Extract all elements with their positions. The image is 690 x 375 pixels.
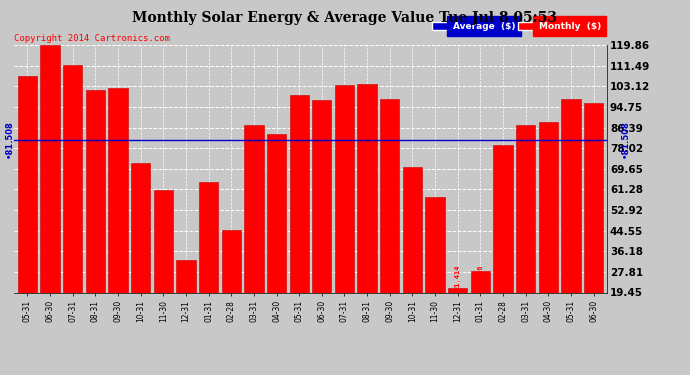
- Text: 107.212: 107.212: [24, 260, 30, 290]
- Text: 96.215: 96.215: [591, 264, 597, 290]
- Bar: [86, 90, 105, 340]
- Text: 58.103: 58.103: [432, 264, 438, 290]
- Text: 88.658: 88.658: [545, 264, 551, 290]
- Text: 104.224: 104.224: [364, 260, 370, 290]
- Text: •81.508: •81.508: [621, 121, 630, 158]
- Text: 97.716: 97.716: [319, 264, 325, 290]
- Bar: [108, 88, 128, 340]
- Bar: [199, 182, 218, 340]
- Bar: [403, 167, 422, 340]
- Bar: [221, 230, 241, 340]
- Text: Copyright 2014 Cartronics.com: Copyright 2014 Cartronics.com: [14, 33, 170, 42]
- Text: Monthly Solar Energy & Average Value Tue Jul 8 05:53: Monthly Solar Energy & Average Value Tue…: [132, 11, 558, 25]
- Text: 102.560: 102.560: [115, 260, 121, 290]
- Bar: [154, 190, 173, 340]
- Legend: Average  ($), Monthly  ($): Average ($), Monthly ($): [430, 20, 602, 33]
- Text: 97.964: 97.964: [568, 264, 574, 290]
- Bar: [267, 134, 286, 340]
- Text: 87.605: 87.605: [522, 264, 529, 290]
- Text: 71.890: 71.890: [137, 264, 144, 290]
- Bar: [335, 85, 354, 340]
- Text: 111.687: 111.687: [70, 260, 76, 290]
- Text: 119.855: 119.855: [47, 260, 53, 290]
- Bar: [63, 65, 82, 340]
- Text: 70.491: 70.491: [409, 264, 415, 290]
- Bar: [516, 124, 535, 340]
- Bar: [562, 99, 580, 340]
- Bar: [493, 145, 513, 340]
- Text: 97.948: 97.948: [387, 264, 393, 290]
- Text: 44.851: 44.851: [228, 264, 234, 290]
- Bar: [131, 163, 150, 340]
- Text: 32.497: 32.497: [183, 264, 189, 290]
- Bar: [290, 95, 309, 340]
- Text: 79.455: 79.455: [500, 264, 506, 290]
- Bar: [312, 100, 331, 340]
- Bar: [426, 197, 444, 340]
- Text: •81.508: •81.508: [5, 121, 14, 158]
- Bar: [177, 260, 195, 340]
- Text: 64.413: 64.413: [206, 264, 212, 290]
- Text: 87.475: 87.475: [251, 264, 257, 290]
- Text: 21.414: 21.414: [455, 264, 461, 290]
- Bar: [471, 272, 490, 340]
- Bar: [448, 288, 467, 340]
- Text: 83.799: 83.799: [273, 264, 279, 290]
- Bar: [357, 84, 377, 340]
- Text: 61.080: 61.080: [160, 264, 166, 290]
- Bar: [584, 103, 603, 340]
- Bar: [244, 125, 264, 340]
- Text: 101.770: 101.770: [92, 260, 99, 290]
- Text: 103.629: 103.629: [342, 260, 348, 290]
- Bar: [380, 99, 400, 340]
- Bar: [18, 76, 37, 340]
- Bar: [539, 122, 558, 340]
- Bar: [41, 45, 59, 340]
- Text: 27.986: 27.986: [477, 264, 484, 290]
- Text: 99.601: 99.601: [296, 264, 302, 290]
